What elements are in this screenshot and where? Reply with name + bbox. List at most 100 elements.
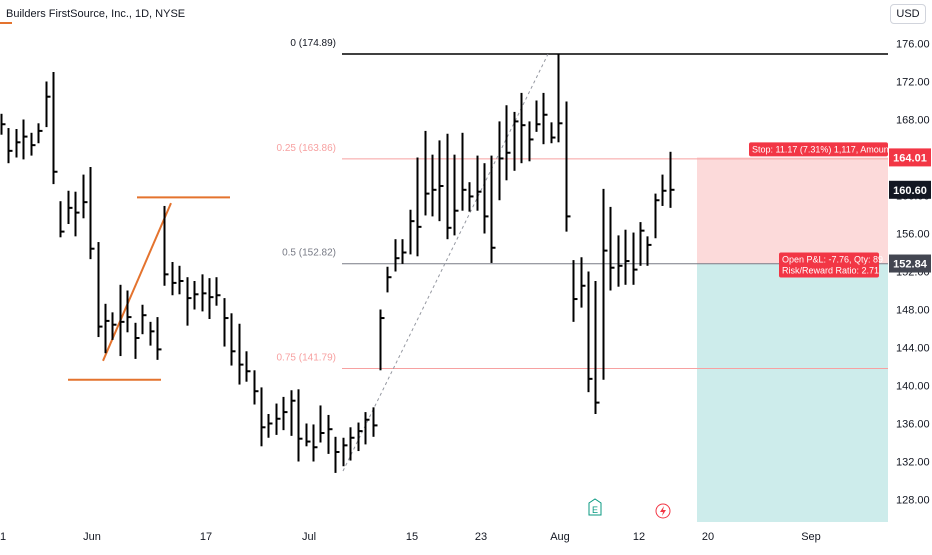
price-bar: [394, 239, 400, 272]
price-bars-layer: [0, 53, 675, 473]
price-bar: [453, 154, 459, 236]
drawings-layer: [68, 196, 230, 381]
price-bar: [275, 403, 281, 435]
time-axis: 1 Jun 17 Jul 15 23 Aug 12 20 Sep: [0, 531, 821, 543]
price-bar: [178, 265, 184, 295]
price-bar: [319, 405, 325, 443]
earnings-icon-glyph: E: [592, 505, 598, 515]
price-bar: [193, 281, 199, 310]
price-bar: [632, 232, 638, 285]
price-bar: [557, 53, 563, 143]
price-bar: [565, 101, 571, 232]
price-bar: [661, 174, 667, 206]
price-axis-tick: 136.00: [896, 419, 930, 431]
price-bar: [82, 174, 88, 219]
price-bar: [639, 222, 645, 266]
pnl-info-bg: [779, 252, 879, 278]
price-label-text: 152.84: [893, 259, 928, 271]
stop-loss-zone: [697, 157, 888, 264]
price-bar: [461, 132, 467, 211]
price-bar: [37, 123, 43, 144]
price-bar: [386, 266, 392, 293]
title-accent-line: [0, 22, 12, 24]
price-bar: [349, 427, 355, 461]
price-bar: [609, 206, 615, 291]
price-bar: [67, 190, 73, 224]
time-axis-tick: 23: [475, 531, 487, 543]
price-bar: [334, 436, 340, 473]
price-bar: [312, 424, 318, 462]
price-bar: [364, 412, 370, 445]
currency-button[interactable]: USD: [890, 4, 926, 24]
diagonal-trend-line: [102, 202, 172, 362]
price-bar: [401, 239, 407, 264]
price-bar: [156, 317, 162, 360]
fib-label-0.75: 0.75 (141.79): [277, 352, 337, 363]
price-bar: [528, 121, 534, 162]
price-axis-tick: 140.00: [896, 381, 930, 393]
price-bar: [59, 201, 65, 238]
price-bar: [52, 72, 58, 185]
stop-info-text: Stop: 11.17 (7.31%) 1,117, Amount: 1: [752, 144, 901, 154]
price-axis-tick: 172.00: [896, 77, 930, 89]
time-axis-tick: Jul: [302, 531, 316, 543]
price-axis-tick: 148.00: [896, 305, 930, 317]
price-axis-tick: 156.00: [896, 229, 930, 241]
price-bar: [580, 257, 586, 308]
price-bar: [424, 130, 430, 216]
price-bar: [602, 188, 608, 380]
price-label-text: 164.01: [893, 152, 927, 164]
price-bar: [111, 312, 117, 340]
price-bar: [215, 277, 221, 306]
price-bar: [490, 155, 496, 263]
price-bar: [0, 113, 6, 135]
price-bar: [572, 260, 578, 322]
price-bar: [617, 235, 623, 287]
price-bar: [230, 313, 236, 366]
time-axis-tick: 1: [0, 531, 6, 543]
price-axis-tick: 176.00: [896, 39, 930, 51]
price-label-bg: [889, 254, 931, 273]
price-bar: [186, 277, 192, 326]
price-bar: [245, 351, 251, 382]
price-label-bg: [889, 148, 931, 167]
price-bar: [290, 390, 296, 436]
price-bar: [253, 370, 259, 405]
price-bar: [97, 242, 103, 338]
price-bar: [431, 154, 437, 217]
price-axis-tick: 128.00: [896, 495, 930, 507]
dividend-icon-glyph: [660, 506, 666, 516]
price-bar: [201, 274, 207, 312]
price-bar: [260, 387, 266, 447]
price-bar: [587, 271, 593, 393]
time-axis-tick: 17: [200, 531, 212, 543]
price-bar: [646, 236, 652, 266]
price-bar: [223, 298, 229, 347]
price-axis-tick: 132.00: [896, 457, 930, 469]
price-label-text: 160.60: [893, 185, 927, 197]
price-bar: [282, 396, 288, 431]
price-bar: [669, 151, 675, 208]
price-bar: [171, 262, 177, 296]
earnings-icon-shape: [588, 498, 602, 516]
price-label-bg: [889, 180, 931, 199]
price-bar: [141, 304, 147, 335]
time-axis-tick: 12: [633, 531, 645, 543]
price-label-entry: 152.84: [889, 254, 931, 273]
price-bar: [30, 132, 36, 156]
price-axis: 176.00172.00168.00164.00160.00156.00152.…: [889, 39, 931, 507]
price-bar: [149, 321, 155, 346]
price-bar: [45, 81, 51, 128]
labels-layer: 0 (174.89) 0.25 (163.86) 0.5 (152.82) 0.75 …: [277, 38, 902, 363]
price-bar: [22, 119, 28, 160]
pnl-info-text: Open P&L: -7.76, Qty: 89: [782, 255, 883, 265]
price-bar: [379, 309, 385, 371]
price-bar: [372, 407, 378, 437]
rr-info-text: Risk/Reward Ratio: 2.71: [782, 266, 879, 276]
price-axis-tick: 144.00: [896, 343, 930, 355]
price-bar: [357, 422, 363, 452]
price-label-current: 160.60: [889, 180, 931, 199]
price-bar: [438, 140, 444, 222]
